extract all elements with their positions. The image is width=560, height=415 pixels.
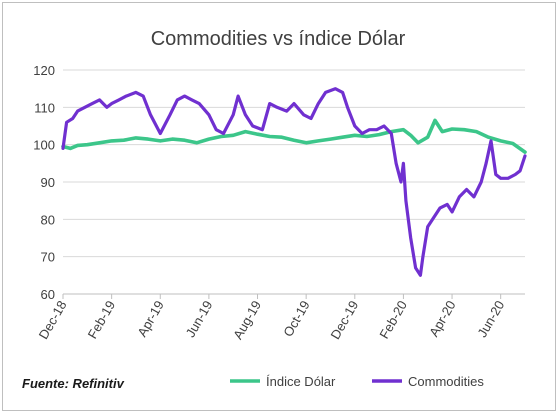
x-axis [62, 293, 525, 299]
y-tick-label: 120 [33, 63, 55, 78]
x-tick-label: Jun-20 [474, 298, 507, 340]
x-tick-label: Dec-18 [36, 298, 70, 342]
y-tick-label: 110 [34, 100, 55, 115]
series-lines [61, 87, 527, 277]
y-tick-label: 90 [41, 175, 55, 190]
legend: Índice Dólar Commodities [230, 374, 484, 389]
series-line-indice-dolar [61, 118, 527, 154]
x-tick-label: Apr-19 [134, 298, 167, 339]
y-tick-labels: 60 70 80 90 100 110 120 [33, 63, 55, 302]
x-tick-label: Feb-20 [376, 298, 410, 341]
y-tick-label: 70 [41, 250, 55, 265]
x-tick-label: Apr-20 [426, 298, 459, 339]
x-tick-label: Dec-19 [327, 298, 361, 342]
legend-label: Índice Dólar [266, 374, 336, 389]
x-tick-label: Oct-19 [280, 298, 312, 339]
x-tick-label: Feb-19 [85, 298, 119, 341]
x-tick-labels: Dec-18 Feb-19 Apr-19 Jun-19 Aug-19 Oct-19 Dec-… [36, 298, 508, 342]
gridlines [63, 69, 525, 258]
y-tick-label: 80 [41, 212, 55, 227]
legend-label: Commodities [408, 374, 484, 389]
x-tick-label: Jun-19 [183, 298, 216, 340]
series-line-commodities [61, 87, 527, 277]
y-tick-label: 60 [41, 287, 55, 302]
source-note: Fuente: Refinitiv [22, 376, 125, 391]
x-tick-label: Aug-19 [230, 298, 264, 342]
chart-title: Commodities vs índice Dólar [151, 28, 406, 50]
y-tick-label: 100 [33, 138, 55, 153]
